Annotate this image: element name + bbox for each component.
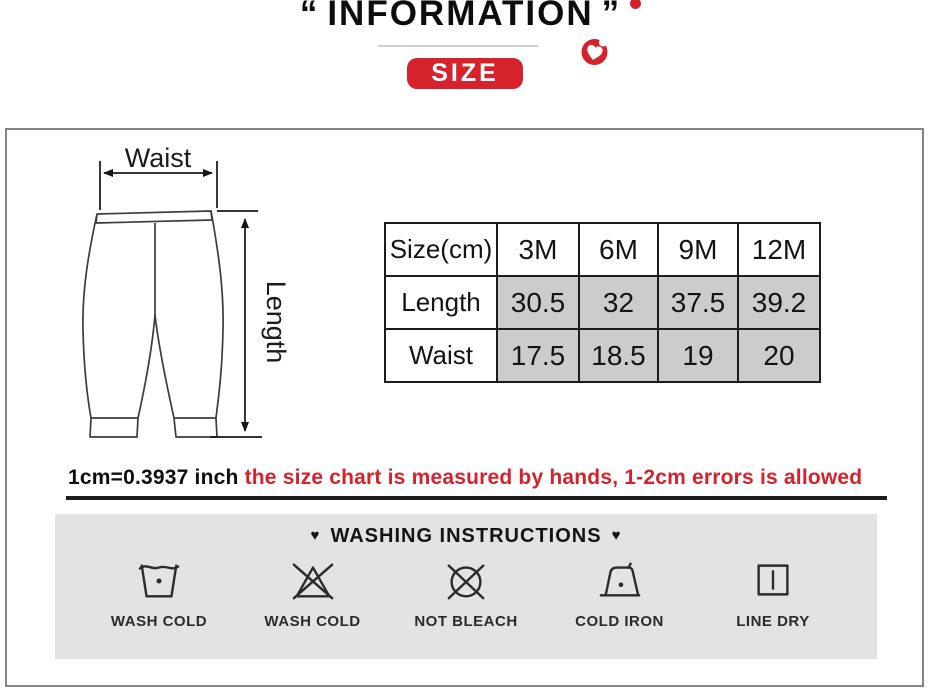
pants-measurement-diagram: Waist Length xyxy=(82,143,291,438)
content-border-box xyxy=(5,128,924,687)
washing-item-label: NOT BLEACH xyxy=(414,613,518,630)
washing-item: COLD IRON xyxy=(550,557,690,630)
washing-instructions-panel: ♥ WASHING INSTRUCTIONS ♥ WASH COLD WASH CO… xyxy=(55,514,877,659)
line-dry-icon xyxy=(757,564,789,596)
table-row: Length 30.5 32 37.5 39.2 xyxy=(384,275,821,330)
size-table: Size(cm) 3M 6M 9M 12M Length 30.5 32 37.… xyxy=(384,222,821,383)
table-row: Waist 17.5 18.5 19 20 xyxy=(384,328,821,383)
table-header-cell: 12M xyxy=(737,222,821,277)
page-title-row: “INFORMATION” xyxy=(0,0,933,34)
table-cell: 19 xyxy=(657,328,739,383)
table-header-cell: 6M xyxy=(578,222,659,277)
row-label-cell: Length xyxy=(384,275,498,330)
washing-item-label: COLD IRON xyxy=(575,613,664,630)
machine-wash-icon xyxy=(138,564,180,598)
washing-item: NOT BLEACH xyxy=(396,557,536,630)
washing-item: WASH COLD xyxy=(89,557,229,630)
heart-left-icon: ♥ xyxy=(310,527,321,544)
washing-item-label: LINE DRY xyxy=(736,613,810,630)
washing-title-row: ♥ WASHING INSTRUCTIONS ♥ xyxy=(55,514,877,548)
washing-item-label: WASH COLD xyxy=(264,613,361,630)
washing-item-label: WASH COLD xyxy=(110,613,208,630)
table-cell: 39.2 xyxy=(737,275,821,330)
title-divider xyxy=(378,45,538,47)
page-title: INFORMATION xyxy=(327,0,594,33)
length-dimension-arrow xyxy=(210,210,262,438)
size-badge: SIZE xyxy=(407,58,523,89)
table-cell: 20 xyxy=(737,328,821,383)
note-disclaimer-text: the size chart is measured by hands, 1-2… xyxy=(244,466,863,489)
washing-item: WASH COLD xyxy=(243,557,383,630)
title-quote-close: ” xyxy=(601,0,622,33)
table-header-row: Size(cm) 3M 6M 9M 12M xyxy=(384,222,821,277)
double-divider xyxy=(66,496,887,500)
conversion-note: 1cm=0.3937 inch the size chart is measur… xyxy=(68,466,862,490)
cold-iron-icon xyxy=(599,562,640,597)
note-conversion-text: 1cm=0.3937 inch xyxy=(68,466,245,489)
washing-title: WASHING INSTRUCTIONS xyxy=(330,525,602,547)
washing-item: LINE DRY xyxy=(703,557,843,630)
heart-right-icon: ♥ xyxy=(611,527,622,544)
pants-outline xyxy=(82,210,224,438)
row-label-cell: Waist xyxy=(384,328,498,383)
table-cell: 17.5 xyxy=(496,328,580,383)
table-cell: 37.5 xyxy=(657,275,739,330)
table-cell: 30.5 xyxy=(496,275,580,330)
do-not-bleach-icon xyxy=(292,563,333,600)
table-header-cell: Size(cm) xyxy=(384,222,498,277)
red-dot-icon xyxy=(630,0,642,9)
table-header-cell: 9M xyxy=(657,222,739,277)
do-not-dry-clean-icon xyxy=(447,564,485,600)
table-header-cell: 3M xyxy=(496,222,580,277)
table-cell: 18.5 xyxy=(578,328,659,383)
title-quote-open: “ xyxy=(299,0,320,33)
table-cell: 32 xyxy=(578,275,659,330)
waist-dimension-arrow xyxy=(99,161,218,210)
heart-badge-icon xyxy=(581,38,608,65)
washing-icons-row: WASH COLD WASH COLD NOT BLEACH xyxy=(55,557,877,630)
length-label: Length xyxy=(261,281,291,364)
waist-label: Waist xyxy=(125,143,192,173)
